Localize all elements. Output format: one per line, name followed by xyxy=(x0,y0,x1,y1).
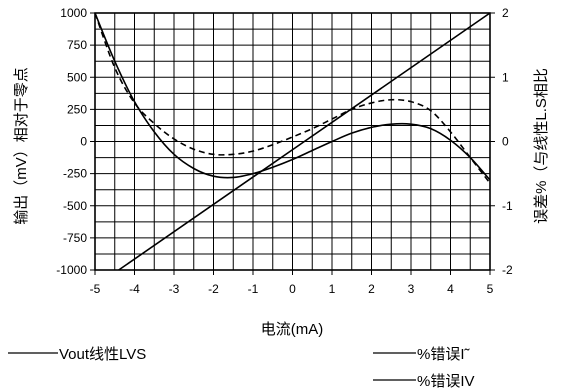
right-tick-label: 2 xyxy=(502,6,509,20)
x-tick-label: 4 xyxy=(447,282,454,296)
left-tick-label: -750 xyxy=(63,231,87,245)
series-line-error-i xyxy=(94,12,491,184)
x-tick-label: -2 xyxy=(208,282,219,296)
x-tick-label: 2 xyxy=(368,282,375,296)
right-tick-label: 1 xyxy=(502,70,509,84)
x-tick-label: -3 xyxy=(169,282,180,296)
x-axis-ticks: -5 -4 -3 -2 -1 0 1 2 3 4 5 xyxy=(90,270,494,296)
x-tick-label: 3 xyxy=(408,282,415,296)
left-tick-label: -250 xyxy=(63,167,87,181)
legend-entry-vout: Vout线性LVS xyxy=(8,346,146,363)
x-tick-label: -4 xyxy=(129,282,140,296)
legend-label-error-i: %错误I˜ xyxy=(417,346,471,363)
x-tick-label: 0 xyxy=(289,282,296,296)
legend-label-error-iv: %错误IV xyxy=(417,373,475,390)
grid xyxy=(94,12,491,271)
legend-label-vout: Vout线性LVS xyxy=(59,346,146,363)
left-tick-label: 1000 xyxy=(60,6,87,20)
series-group xyxy=(94,12,491,271)
left-tick-label: -1000 xyxy=(56,263,87,277)
left-axis-ticks: 1000 750 500 250 0 -250 -500 -750 -1000 xyxy=(56,6,95,277)
x-axis-title: 电流(mA) xyxy=(261,321,324,338)
legend: Vout线性LVS %错误I˜ %错误IV xyxy=(8,346,475,390)
y-axis-title-left: 输出（mV）相对于零点 xyxy=(13,67,30,225)
right-tick-label: -1 xyxy=(502,199,513,213)
left-tick-label: 750 xyxy=(67,38,87,52)
x-tick-label: 5 xyxy=(487,282,494,296)
left-tick-label: 500 xyxy=(67,70,87,84)
left-tick-label: -500 xyxy=(63,199,87,213)
left-tick-label: 0 xyxy=(80,135,87,149)
y-axis-title-right: 误差%（与线性L.S相比 xyxy=(533,68,550,224)
legend-entry-error-i: %错误I˜ xyxy=(373,346,471,363)
right-tick-label: -2 xyxy=(502,263,513,277)
left-tick-label: 250 xyxy=(67,102,87,116)
series-line-vout xyxy=(118,12,491,271)
legend-entry-error-iv: %错误IV xyxy=(373,373,475,390)
x-tick-label: -1 xyxy=(248,282,259,296)
x-tick-label: 1 xyxy=(329,282,336,296)
x-tick-label: -5 xyxy=(90,282,101,296)
series-line-error-iv xyxy=(94,12,491,181)
right-axis-ticks: 2 1 0 -1 -2 xyxy=(490,6,513,277)
right-tick-label: 0 xyxy=(502,135,509,149)
